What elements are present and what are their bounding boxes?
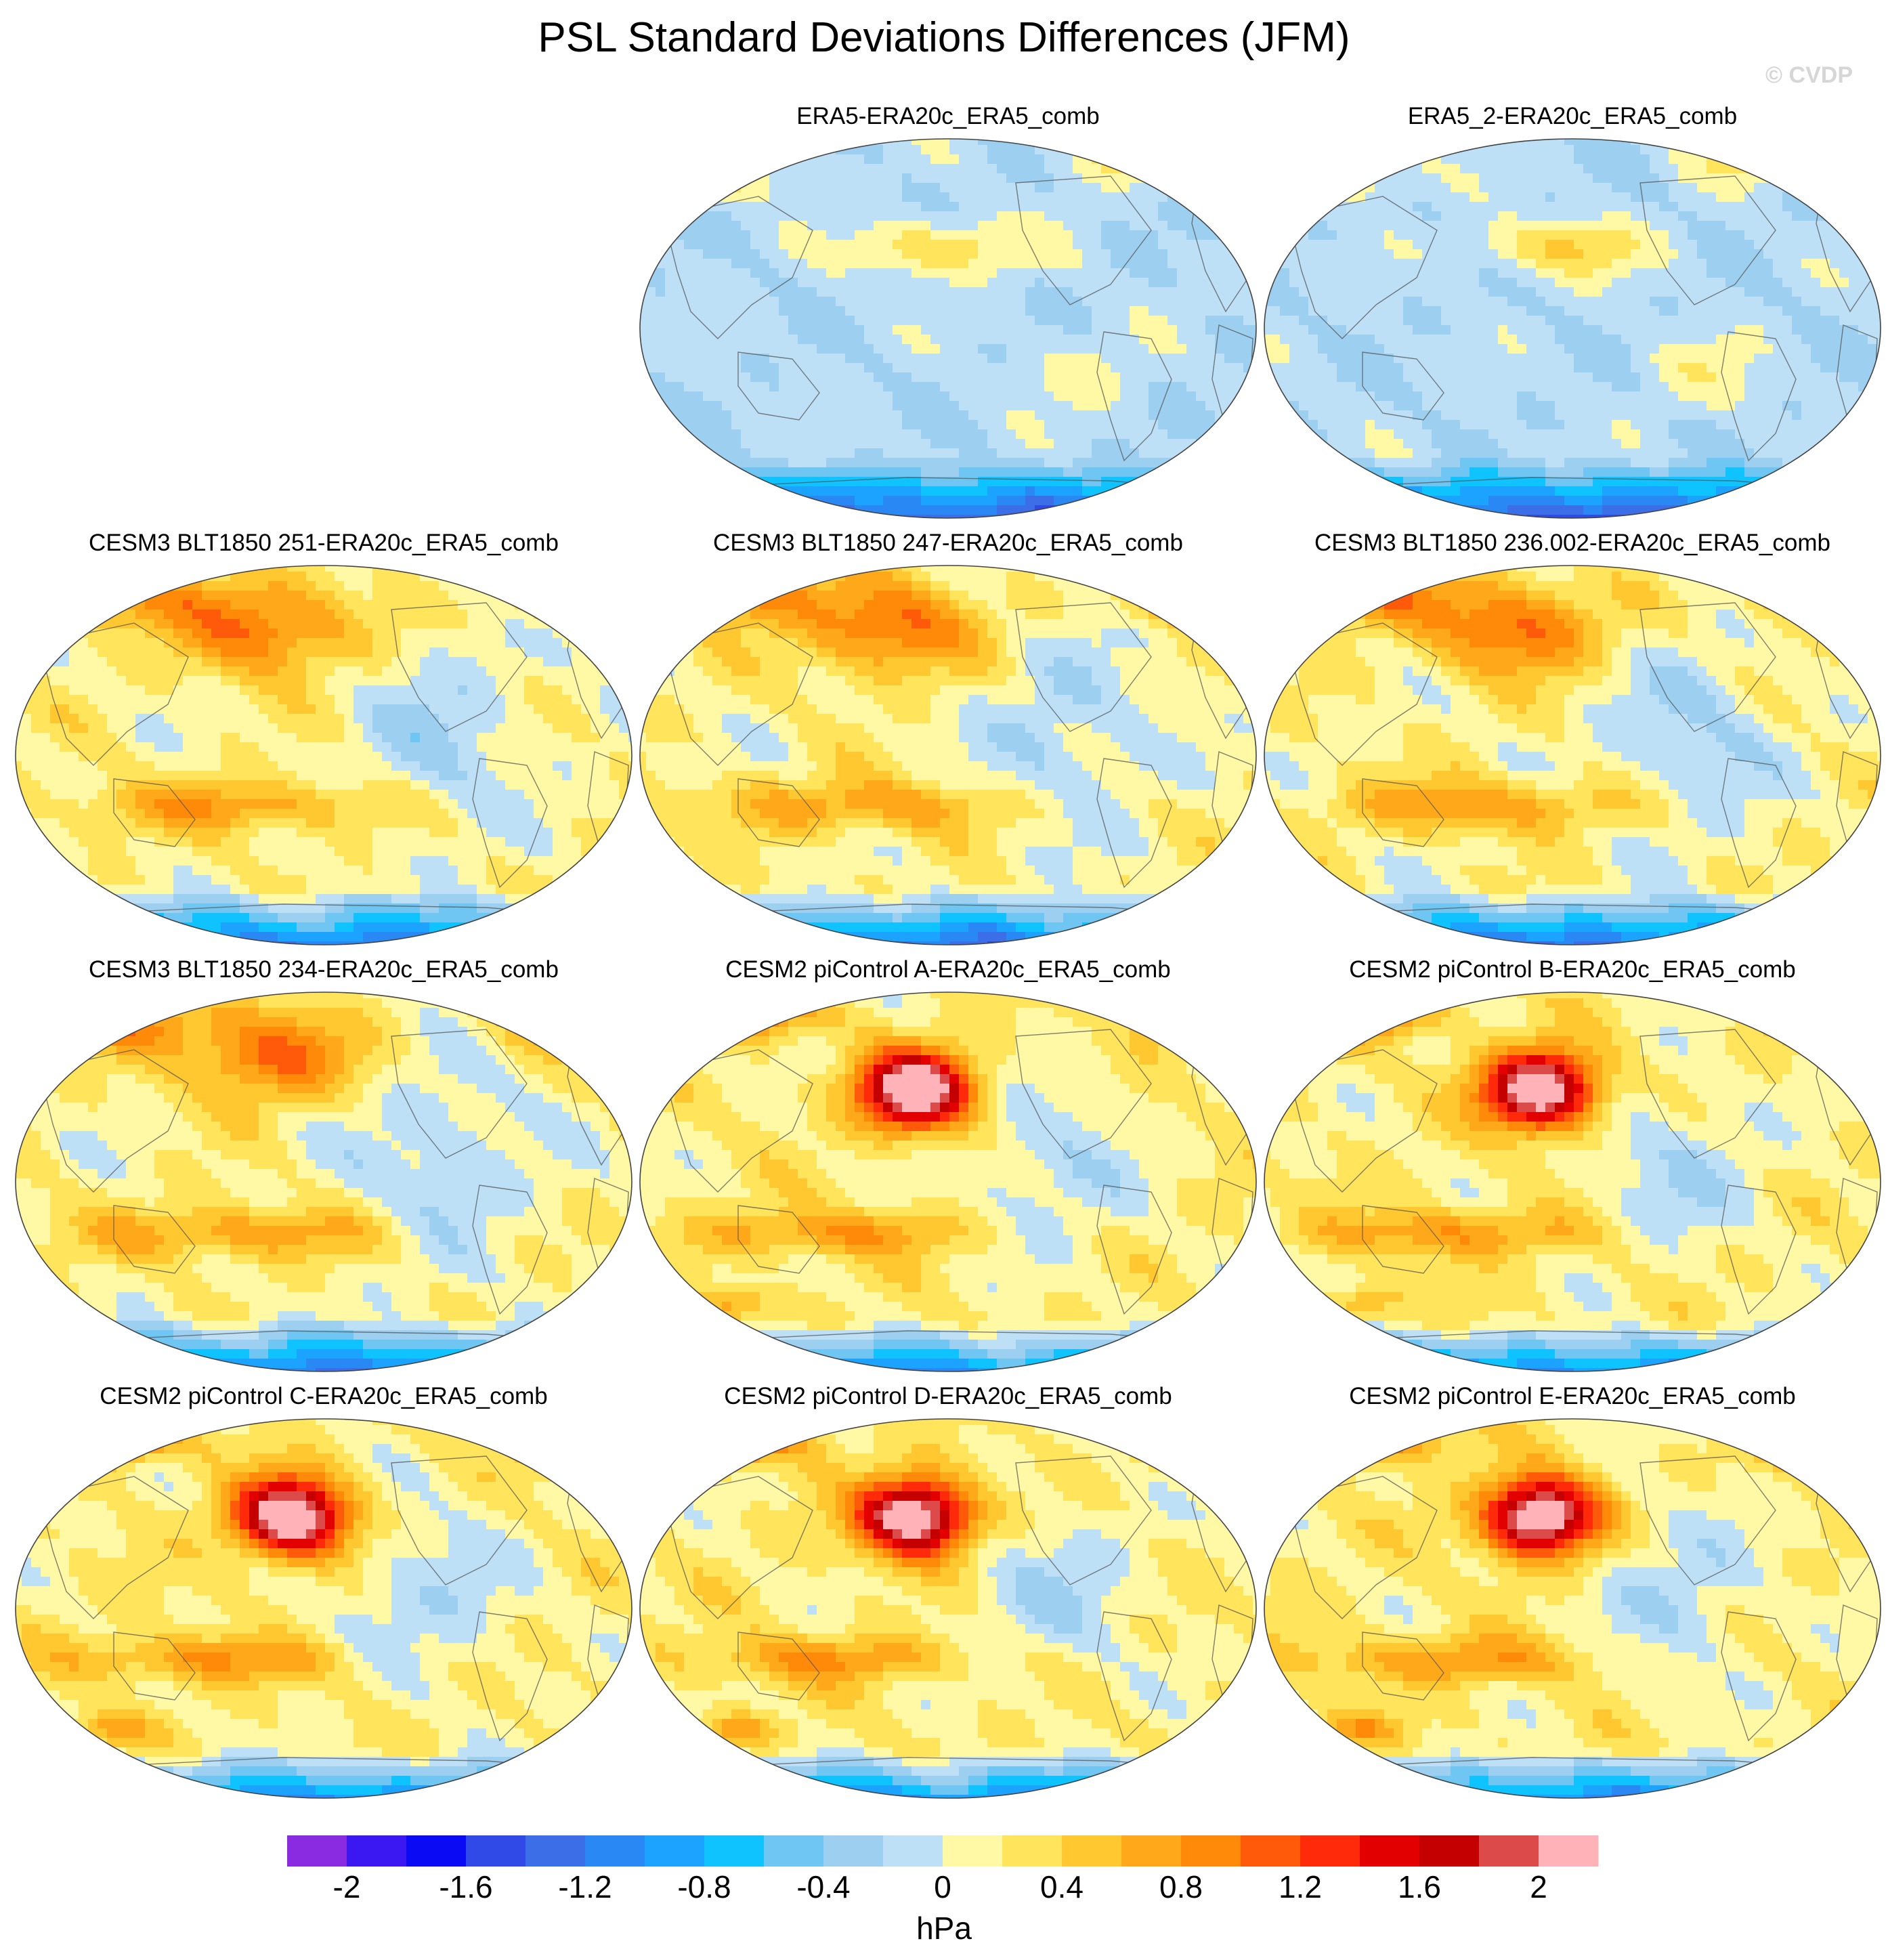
panel-title: CESM3 BLT1850 236.002-ERA20c_ERA5_comb [1261,528,1884,558]
colorbar-tick-label: 0.8 [1140,1869,1222,1904]
colorbar-swatch [1419,1835,1480,1867]
robinson-map [1264,565,1881,945]
map-panel: CESM2 piControl D-ERA20c_ERA5_comb [637,1382,1260,1808]
colorbar-swatch [347,1835,407,1867]
robinson-map [1264,1418,1881,1799]
coastlines [663,1455,1253,1772]
robinson-map [1264,138,1881,519]
robinson-map [15,992,632,1372]
colorbar-swatch [1539,1835,1599,1867]
colorbar-tick-label: -2 [306,1869,387,1904]
colorbar-units: hPa [876,1910,1012,1946]
colorbar-swatch [287,1835,347,1867]
figure-title: PSL Standard Deviations Differences (JFM… [0,14,1888,62]
map-panel: CESM2 piControl C-ERA20c_ERA5_comb [12,1382,635,1808]
colorbar-swatch [466,1835,526,1867]
colorbar-tick-label: 0 [902,1869,983,1904]
map-panel: ERA5_2-ERA20c_ERA5_comb [1261,102,1884,528]
colorbar-swatch [704,1835,765,1867]
map-panel: CESM3 BLT1850 234-ERA20c_ERA5_comb [12,955,635,1382]
panel-title: CESM3 BLT1850 247-ERA20c_ERA5_comb [637,528,1260,558]
colorbar-tick-label: -0.4 [783,1869,864,1904]
colorbar-swatch [525,1835,586,1867]
colorbar-swatch [406,1835,467,1867]
colorbar-swatch [1002,1835,1063,1867]
map-panel: CESM2 piControl A-ERA20c_ERA5_comb [637,955,1260,1382]
colorbar-tick-label: 1.2 [1260,1869,1341,1904]
robinson-map [639,138,1257,519]
panel-title: ERA5_2-ERA20c_ERA5_comb [1261,102,1884,131]
colorbar-tick-label: 2 [1498,1869,1579,1904]
robinson-map [639,1418,1257,1799]
panel-title: CESM2 piControl A-ERA20c_ERA5_comb [637,955,1260,985]
colorbar-swatch [1241,1835,1301,1867]
panel-title: CESM2 piControl C-ERA20c_ERA5_comb [12,1382,635,1411]
colorbar-swatch [764,1835,824,1867]
panel-title: CESM3 BLT1850 251-ERA20c_ERA5_comb [12,528,635,558]
colorbar-swatch [883,1835,943,1867]
colorbar-swatch [585,1835,645,1867]
map-panel: CESM2 piControl B-ERA20c_ERA5_comb [1261,955,1884,1382]
colorbar-swatch [1360,1835,1420,1867]
colorbar-swatch [645,1835,705,1867]
watermark: © CVDP [1765,62,1853,89]
colorbar-tick-label: 1.6 [1379,1869,1460,1904]
coastlines [1287,602,1878,918]
panel-title: CESM2 piControl D-ERA20c_ERA5_comb [637,1382,1260,1411]
colorbar-tick-label: -1.6 [425,1869,507,1904]
colorbar-swatch [1479,1835,1539,1867]
map-panel: CESM3 BLT1850 251-ERA20c_ERA5_comb [12,528,635,955]
colorbar-swatch [1121,1835,1182,1867]
robinson-map [1264,992,1881,1372]
robinson-map [639,565,1257,945]
panel-title: CESM3 BLT1850 234-ERA20c_ERA5_comb [12,955,635,985]
robinson-map [15,565,632,945]
colorbar-swatch [943,1835,1003,1867]
colorbar-tick-label: -1.2 [544,1869,626,1904]
panel-title: ERA5-ERA20c_ERA5_comb [637,102,1260,131]
panel-title: CESM2 piControl E-ERA20c_ERA5_comb [1261,1382,1884,1411]
colorbar-swatch [823,1835,884,1867]
robinson-map [15,1418,632,1799]
robinson-map [639,992,1257,1372]
map-panel: CESM2 piControl E-ERA20c_ERA5_comb [1261,1382,1884,1808]
colorbar-tick-label: 0.4 [1021,1869,1102,1904]
map-panel: CESM3 BLT1850 236.002-ERA20c_ERA5_comb [1261,528,1884,955]
colorbar-swatch [1300,1835,1360,1867]
panel-title: CESM2 piControl B-ERA20c_ERA5_comb [1261,955,1884,985]
colorbar-tick-label: -0.8 [664,1869,745,1904]
map-panel: ERA5-ERA20c_ERA5_comb [637,102,1260,528]
colorbar-swatch [1181,1835,1241,1867]
colorbar-swatch [1062,1835,1122,1867]
map-panel: CESM3 BLT1850 247-ERA20c_ERA5_comb [637,528,1260,955]
